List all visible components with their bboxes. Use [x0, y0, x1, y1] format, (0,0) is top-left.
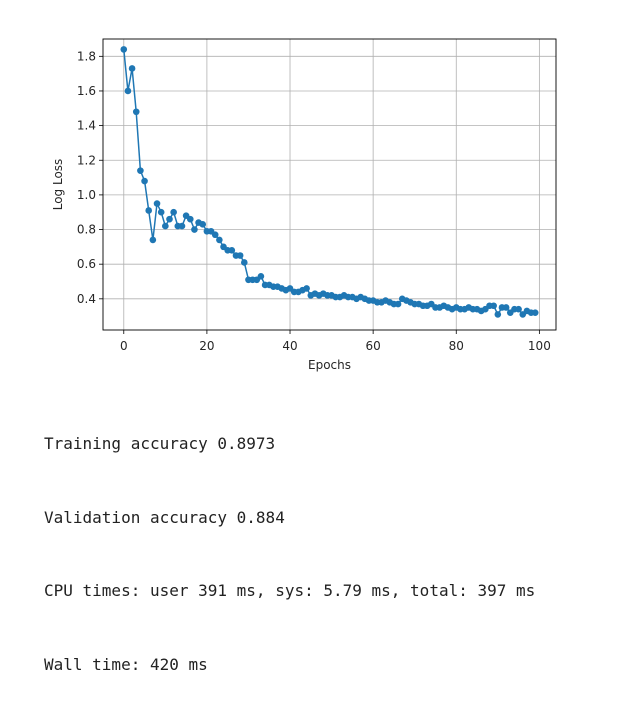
x-tick-label: 20	[199, 339, 214, 353]
y-tick-label: 0.4	[77, 292, 96, 306]
cpu-times-line: CPU times: user 391 ms, sys: 5.79 ms, to…	[44, 581, 536, 600]
data-point	[211, 231, 219, 239]
data-point	[178, 222, 186, 230]
data-point	[149, 236, 157, 244]
data-point	[162, 222, 169, 230]
data-point	[186, 215, 194, 223]
x-tick-label: 80	[449, 339, 464, 353]
data-point	[241, 259, 248, 266]
y-axis-label: Log Loss	[51, 159, 65, 211]
data-point	[141, 177, 148, 185]
y-tick-label: 0.8	[77, 223, 96, 237]
series-log-loss	[120, 46, 539, 318]
y-tick-label: 1.8	[77, 49, 96, 63]
x-tick-label: 40	[282, 339, 297, 353]
data-point	[394, 300, 402, 308]
y-tick-label: 1.4	[77, 119, 96, 133]
data-point	[494, 311, 502, 318]
y-tick-label: 1.0	[77, 188, 96, 202]
y-tick-label: 1.2	[77, 153, 96, 167]
data-point	[303, 285, 310, 292]
x-tick-label: 100	[528, 339, 551, 353]
data-point	[257, 273, 265, 280]
x-axis-label: Epochs	[308, 358, 351, 372]
data-point	[153, 200, 161, 207]
data-point	[502, 304, 510, 311]
data-point	[128, 65, 136, 72]
data-point	[531, 309, 539, 316]
training-accuracy-line: Training accuracy 0.8973	[44, 434, 276, 453]
data-point	[124, 87, 132, 95]
data-point	[228, 247, 236, 254]
data-point	[216, 236, 223, 244]
data-point	[132, 108, 140, 116]
data-point	[170, 208, 177, 216]
plot-frame	[102, 38, 557, 331]
y-tick-label: 1.6	[77, 84, 96, 98]
log-loss-chart: 0 20 40 60 80 100 0.4 0.6 0.8 1.0 1.2 1.4 1.6 1.8 Epo…	[51, 38, 557, 372]
series-line	[123, 49, 536, 316]
data-point	[166, 215, 173, 223]
x-tick-label: 0	[120, 339, 128, 353]
axis-ticks: 0 20 40 60 80 100 0.4 0.6 0.8 1.0 1.2 1.4 1.6 1.8	[77, 49, 551, 353]
grid-lines	[103, 39, 556, 330]
x-tick-label: 60	[365, 339, 380, 353]
wall-time-line: Wall time: 420 ms	[44, 654, 208, 674]
data-point	[137, 167, 144, 174]
y-tick-label: 0.6	[77, 257, 96, 271]
data-point	[199, 221, 207, 228]
data-point	[145, 207, 153, 214]
data-point	[236, 252, 244, 259]
cell-output: Training accuracy 0.8973 Validation accu…	[44, 383, 535, 702]
validation-accuracy-line: Validation accuracy 0.884	[44, 507, 285, 527]
data-point	[191, 226, 198, 233]
data-point	[120, 46, 128, 53]
data-point	[515, 305, 522, 313]
data-point	[157, 208, 165, 216]
data-point	[490, 302, 497, 310]
